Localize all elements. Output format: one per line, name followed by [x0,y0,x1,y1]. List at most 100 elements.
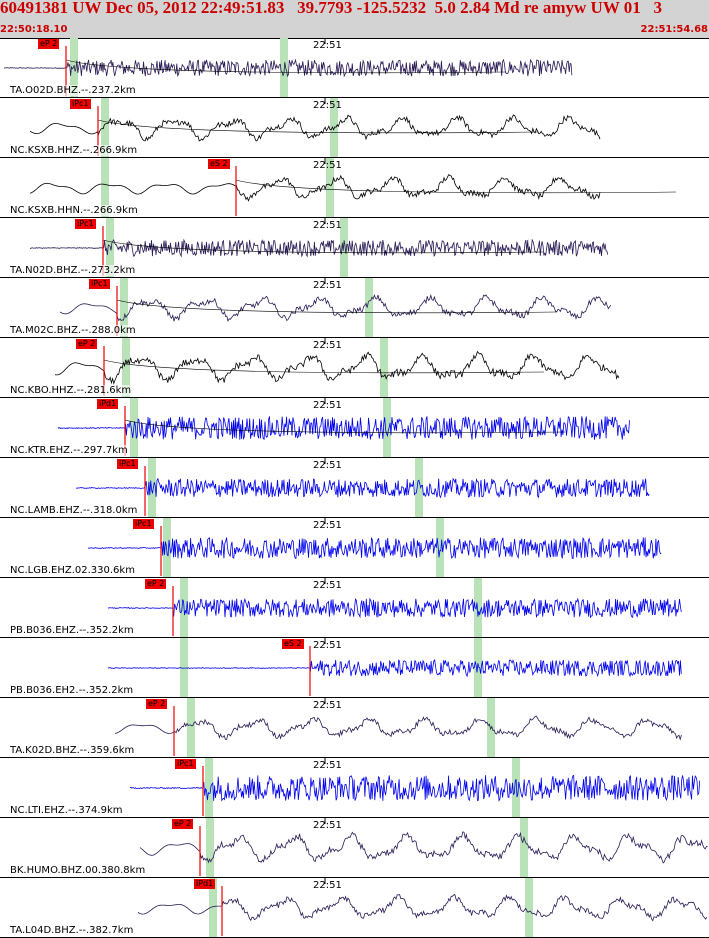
predicted-arrival-bar [209,878,217,937]
phase-pick-label[interactable]: iPc1 [175,759,196,769]
waveform-trace [107,659,682,678]
phase-pick-label[interactable]: eP 2 [38,39,60,49]
waveform-trace [59,293,612,322]
station-channel-label: PB.B036.EHZ.--.352.2km [10,625,134,636]
minute-label: 22:51 [313,340,342,351]
minute-label: 22:51 [313,40,342,51]
predicted-arrival-bar [512,758,520,817]
coda-model-curve [65,59,507,74]
predicted-arrival-bar [187,698,195,757]
station-channel-label: TA.M02C.BHZ.--.288.0km [10,325,136,336]
coda-model-curve [116,299,558,314]
predicted-arrival-bar [163,518,171,577]
predicted-arrival-bar [148,458,156,517]
predicted-arrival-bar [206,818,214,877]
minute-label: 22:51 [313,520,342,531]
waveform-trace [129,774,701,802]
predicted-arrival-bar [474,638,482,697]
phase-pick-label[interactable]: eP 2 [172,819,194,829]
trace-panel [0,698,709,758]
minute-label: 22:51 [313,460,342,471]
predicted-arrival-bar [101,158,109,217]
phase-pick-label[interactable]: iPc1 [89,279,110,289]
phase-pick-label[interactable]: eS 2 [282,639,304,649]
seismogram-traces [0,38,709,938]
waveform-trace [57,415,630,441]
coda-model-curve [124,419,566,434]
predicted-arrival-bar [415,458,423,517]
phase-pick-label[interactable]: iPd1 [97,399,119,409]
trace-panel [0,638,709,698]
predicted-arrival-bar [70,38,78,97]
minute-label: 22:51 [313,820,342,831]
phase-pick-label[interactable]: iPc1 [75,219,96,229]
trace-panel [0,578,709,638]
predicted-arrival-bar [120,278,128,337]
minute-label: 22:51 [313,700,342,711]
station-channel-label: NC.LGB.EHZ.02.330.6km [10,565,135,576]
minute-label: 22:51 [313,160,342,171]
station-channel-label: TA.K02D.BHZ.--.359.6km [10,745,135,756]
seismogram-plot: 22:51 eP 2 TA.O02D.BHZ.--.237.2km 22:51 iPc1… [0,38,709,938]
station-channel-label: TA.O02D.BHZ.--.237.2km [10,85,136,96]
predicted-arrival-bar [330,98,338,157]
waveform-trace [29,114,601,142]
waveform-trace [107,597,682,619]
minute-label: 22:51 [313,400,342,411]
station-channel-label: NC.KSXB.HHZ.--.266.9km [10,145,138,156]
trace-panel [0,338,709,398]
predicted-arrival-bar [180,638,188,697]
minute-label: 22:51 [313,640,342,651]
coda-model-curve [103,359,545,374]
station-channel-label: NC.KSXB.HHN.--.266.9km [10,205,138,216]
trace-panel [0,758,709,818]
predicted-arrival-bar [326,158,334,217]
phase-pick-label[interactable]: eP 2 [76,339,98,349]
trace-panel [0,518,709,578]
event-header: 60491381 UW Dec 05, 2012 22:49:51.83 39.… [0,0,709,39]
phase-pick-label[interactable]: iPc1 [70,99,91,109]
window-start-time: 22:50:18.10 [0,24,68,35]
trace-panel [0,398,709,458]
predicted-arrival-bar [122,338,130,397]
predicted-arrival-bar [101,98,109,157]
waveform-trace [54,350,620,385]
station-channel-label: NC.KTR.EHZ.--.297.7km [10,445,128,456]
predicted-arrival-bar [525,878,533,937]
station-channel-label: TA.N02D.BHZ.--.273.2km [10,265,136,276]
phase-pick-label[interactable]: iPc1 [133,519,154,529]
station-channel-label: BK.HUMO.BHZ.00.380.8km [10,865,146,876]
minute-label: 22:51 [313,220,342,231]
predicted-arrival-bar [474,578,482,637]
minute-label: 22:51 [313,280,342,291]
waveform-trace [114,715,682,741]
predicted-arrival-bar [520,818,528,877]
waveform-trace [87,537,662,560]
minute-label: 22:51 [313,580,342,591]
minute-label: 22:51 [313,880,342,891]
coda-model-curve [97,119,539,134]
coda-model-curve [102,239,544,254]
phase-pick-label[interactable]: eP 2 [146,699,168,709]
trace-panel [0,38,709,98]
trace-panel [0,818,709,878]
phase-pick-label[interactable]: eS 2 [208,159,230,169]
phase-pick-label[interactable]: eP 2 [145,579,167,589]
minute-label: 22:51 [313,760,342,771]
waveform-trace [137,893,708,922]
station-channel-label: PB.B036.EH2.--.352.2km [10,685,134,696]
predicted-arrival-bar [340,218,348,277]
predicted-arrival-bar [436,518,444,577]
event-title: 60491381 UW Dec 05, 2012 22:49:51.83 39.… [0,0,663,17]
window-end-time: 22:51:54.68 [640,24,708,35]
trace-panel [0,278,709,338]
station-channel-label: NC.LTI.EHZ.--.374.9km [10,805,123,816]
trace-panel [0,458,709,518]
waveform-trace [30,238,609,258]
station-channel-label: NC.KBO.HHZ.--.281.6km [10,385,132,396]
station-channel-label: NC.LAMB.EHZ.--.318.0km [10,505,138,516]
waveform-trace [139,831,708,864]
predicted-arrival-bar [380,338,388,397]
phase-pick-label[interactable]: iPd1 [194,879,216,889]
phase-pick-label[interactable]: iPc1 [117,459,138,469]
